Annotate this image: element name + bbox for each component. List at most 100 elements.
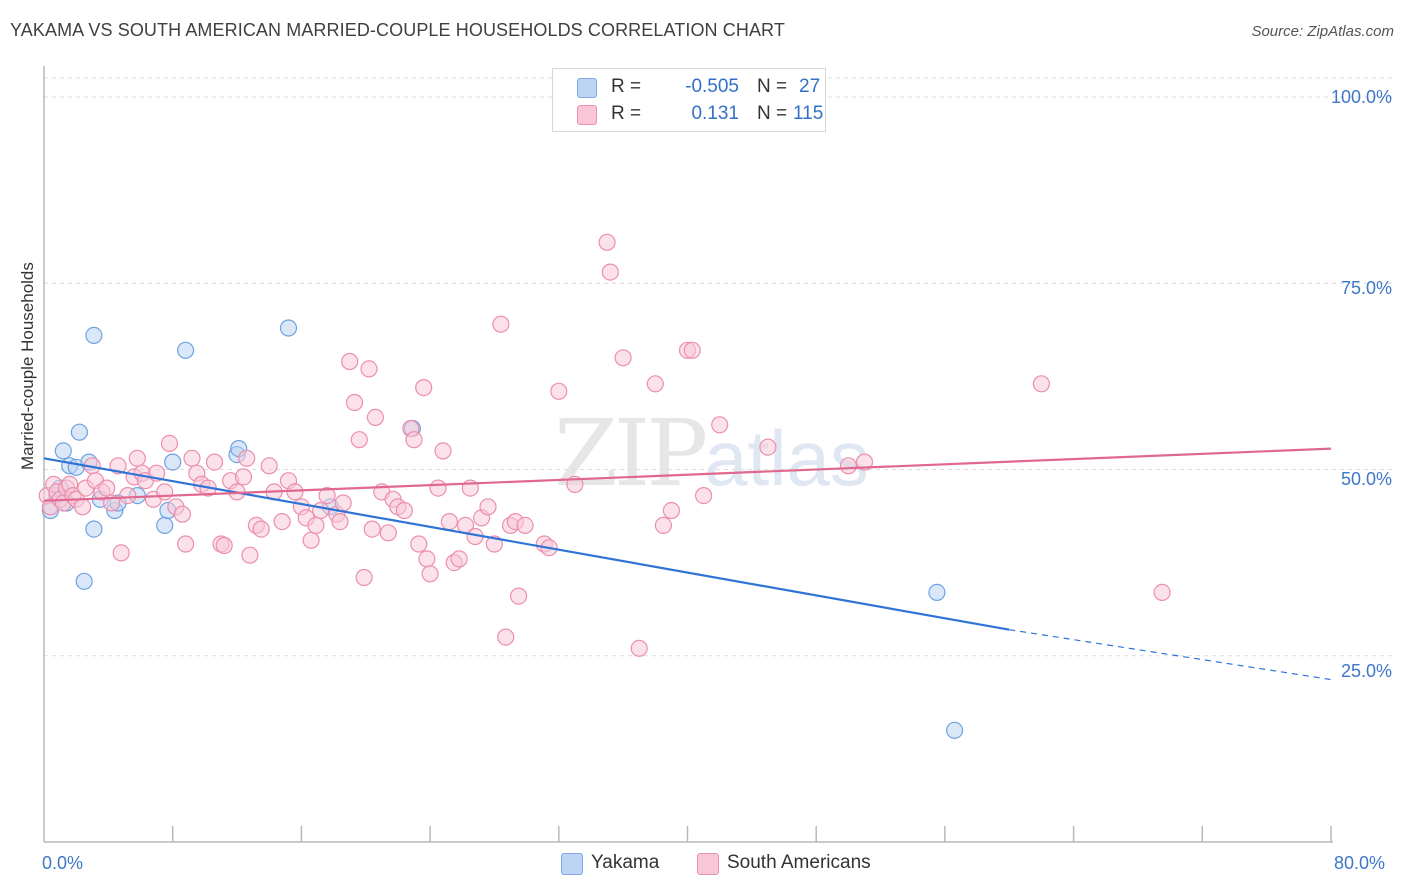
south-americans-point [312, 501, 330, 520]
yakama-point [177, 341, 195, 359]
south-americans-trend-line [43, 447, 1332, 502]
yakama-trend-extension [1009, 629, 1332, 681]
south-americans-point [418, 550, 436, 568]
south-americans-point [238, 449, 256, 467]
watermark-atlas: atlas [704, 414, 869, 502]
south-americans-point [355, 568, 373, 587]
yakama-point [164, 453, 182, 471]
yakama-point [85, 520, 103, 538]
yakama-r-label: R = [611, 76, 642, 97]
south-americans-point [492, 315, 510, 333]
south-americans-point [415, 379, 433, 397]
south-americans-point [177, 535, 195, 553]
south-americans-point [440, 512, 458, 531]
south-americans-point [173, 505, 191, 523]
south-americans-point [434, 442, 452, 460]
yakama-point [945, 721, 964, 739]
y-axis-label: Married-couple Households [18, 262, 37, 470]
south-americans-point [694, 487, 713, 505]
y-tick-label-75: 75.0% [1340, 278, 1392, 298]
south-americans-point [302, 531, 320, 549]
south-americans-point [405, 431, 423, 449]
bottom-south-americans-swatch [697, 853, 719, 875]
south-americans-point [73, 498, 92, 516]
south-americans-point [366, 408, 384, 426]
source-label: Source: ZipAtlas.com [1251, 23, 1394, 40]
y-tick-label-100: 100.0% [1330, 87, 1392, 107]
south-americans-point [855, 453, 874, 471]
yakama-trend-line [43, 457, 1010, 631]
south-americans-r-label: R = [611, 103, 642, 124]
chart-title: YAKAMA VS SOUTH AMERICAN MARRIED-COUPLE … [10, 20, 785, 40]
south-americans-point [711, 416, 729, 434]
south-americans-point [379, 524, 397, 542]
south-americans-point [630, 639, 648, 657]
south-americans-point [252, 520, 270, 538]
south-americans-point [598, 233, 616, 251]
south-americans-point [360, 360, 378, 378]
y-tick-label-25: 25.0% [1340, 661, 1392, 681]
south-americans-point [241, 546, 259, 564]
south-americans-point [646, 375, 664, 393]
south-americans-point [215, 536, 233, 555]
stats-legend: R = -0.505 N = 27 R = 0.131 N = 115 [552, 68, 826, 132]
south-americans-point [421, 565, 439, 583]
south-americans-point [410, 535, 428, 553]
south-americans-point [260, 457, 278, 475]
south-americans-point [345, 393, 364, 412]
south-americans-point [128, 449, 146, 467]
south-americans-point [331, 512, 349, 531]
south-americans-point [350, 431, 368, 449]
yakama-point [85, 326, 103, 344]
south-americans-point [363, 520, 381, 538]
south-americans-point [1032, 375, 1051, 393]
yakama-r-value: -0.505 [685, 76, 739, 97]
south-americans-n-label: N = [757, 103, 788, 124]
south-americans-point [112, 544, 130, 562]
south-americans-point [479, 498, 497, 516]
south-americans-point [839, 457, 858, 475]
south-americans-point [509, 587, 528, 605]
bottom-south-americans-label: South Americans [727, 852, 871, 873]
yakama-point [279, 319, 298, 337]
yakama-point [928, 583, 946, 602]
yakama-point [70, 423, 89, 441]
south-americans-point [183, 449, 201, 467]
bottom-yakama-swatch [561, 853, 583, 875]
south-americans-n-value: 115 [793, 103, 824, 124]
south-americans-point [234, 468, 253, 486]
south-americans-point [334, 494, 352, 512]
x-tick-label-min: 0.0% [42, 853, 84, 873]
south-americans-point [273, 512, 291, 531]
yakama-n-label: N = [757, 76, 788, 97]
south-americans-r-value: 0.131 [691, 103, 739, 124]
yakama-swatch [577, 78, 597, 98]
south-americans-swatch [577, 105, 597, 125]
south-americans-point [683, 341, 701, 359]
south-americans-point [119, 487, 137, 505]
south-americans-point [307, 516, 325, 535]
south-americans-point [318, 487, 336, 505]
yakama-point [156, 516, 174, 535]
y-tick-label-50: 50.0% [1340, 469, 1392, 489]
south-americans-point [450, 550, 468, 568]
south-americans-point [429, 479, 447, 497]
south-americans-point [160, 434, 179, 452]
yakama-point [75, 572, 93, 590]
south-americans-point [759, 438, 777, 456]
south-americans-point [1153, 583, 1171, 602]
south-americans-point [395, 501, 413, 520]
south-americans-point [601, 263, 619, 281]
south-americans-point [662, 501, 681, 520]
x-tick-label-max: 80.0% [1334, 853, 1386, 873]
south-americans-point [550, 382, 568, 400]
bottom-yakama-label: Yakama [591, 852, 660, 873]
south-americans-point [156, 483, 174, 501]
south-americans-point [341, 352, 359, 371]
yakama-n-value: 27 [799, 76, 821, 97]
south-americans-point [497, 628, 515, 646]
south-americans-point [98, 479, 116, 497]
south-americans-point [205, 453, 224, 471]
south-americans-point [516, 516, 534, 535]
